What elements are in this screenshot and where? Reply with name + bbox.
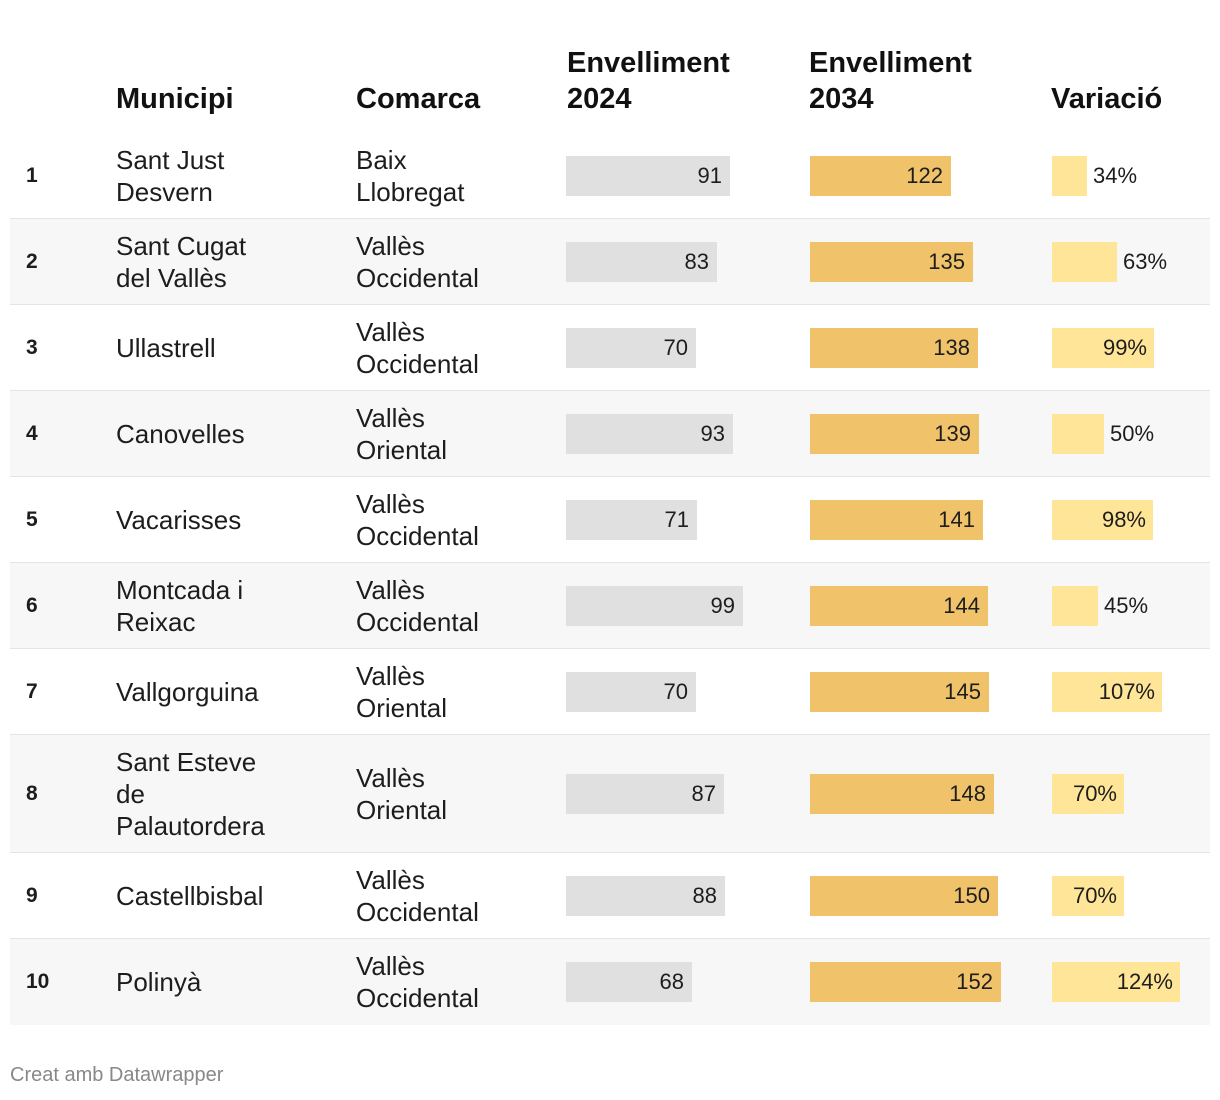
comarca-name: Vallès Oriental <box>356 403 448 465</box>
bar-variacio <box>1052 328 1154 368</box>
municipi-name: Sant Cugat del Vallès <box>116 231 247 293</box>
municipi-name: Vallgorguina <box>116 677 259 707</box>
variacio-label: 45% <box>1104 593 1149 618</box>
bar-envelliment-2024: 70 <box>566 328 696 368</box>
table-row: 8 Sant Esteve de Palautordera Vallès Orien… <box>10 735 1210 853</box>
rank-number: 10 <box>26 970 50 993</box>
bar-envelliment-2034: 152 <box>810 962 1001 1002</box>
bar-envelliment-2034: 148 <box>810 774 994 814</box>
bar-envelliment-2024: 87 <box>566 774 724 814</box>
table-row: 1 Sant Just Desvern Baix Llobregat 91 122 34% <box>10 133 1210 219</box>
header-comarca: Comarca <box>356 83 481 115</box>
comarca-name: Vallès Oriental <box>356 763 448 825</box>
bar-variacio <box>1052 586 1098 626</box>
row-divider <box>10 648 1210 649</box>
bar-envelliment-2024: 88 <box>566 876 725 916</box>
row-divider <box>10 734 1210 735</box>
rank-number: 3 <box>26 336 38 359</box>
bar-variacio <box>1052 242 1117 282</box>
comarca-name: Vallès Oriental <box>356 661 448 723</box>
table-row: 10 Polinyà Vallès Occidental 68 152 124% <box>10 939 1210 1025</box>
bar-envelliment-2034: 139 <box>810 414 979 454</box>
header-envelliment-2024: Envelliment 2024 <box>567 47 730 115</box>
bar-envelliment-2034: 122 <box>810 156 951 196</box>
bar-variacio <box>1052 962 1180 1002</box>
table-row: 5 Vacarisses Vallès Occidental 71 141 98% <box>10 477 1210 563</box>
rank-number: 4 <box>26 422 38 445</box>
table-row: 4 Canovelles Vallès Oriental 93 139 50% <box>10 391 1210 477</box>
table-row: 2 Sant Cugat del Vallès Vallès Occidental 8… <box>10 219 1210 305</box>
row-divider <box>10 218 1210 219</box>
municipi-name: Canovelles <box>116 419 245 449</box>
bar-variacio <box>1052 774 1124 814</box>
rank-number: 5 <box>26 508 38 531</box>
bar-envelliment-2034: 145 <box>810 672 989 712</box>
row-divider <box>10 852 1210 853</box>
variacio-label: 99% <box>1102 335 1147 360</box>
municipi-name: Montcada i Reixac <box>116 575 244 637</box>
variacio-label: 107% <box>1098 679 1155 704</box>
variacio-label: 124% <box>1116 969 1173 994</box>
variacio-label: 63% <box>1123 249 1168 274</box>
comarca-name: Vallès Occidental <box>356 317 479 379</box>
bar-envelliment-2024: 91 <box>566 156 730 196</box>
bar-variacio <box>1052 500 1153 540</box>
municipi-name: Ullastrell <box>116 333 216 363</box>
municipi-name: Castellbisbal <box>116 881 264 911</box>
comarca-name: Vallès Occidental <box>356 575 479 637</box>
row-divider <box>10 476 1210 477</box>
rank-number: 6 <box>26 594 38 617</box>
bar-variacio <box>1052 672 1162 712</box>
municipi-name: Vacarisses <box>116 505 242 535</box>
bar-variacio <box>1052 876 1124 916</box>
bar-envelliment-2024: 68 <box>566 962 692 1002</box>
row-divider <box>10 390 1210 391</box>
comarca-name: Baix Llobregat <box>356 145 465 207</box>
table-row: 7 Vallgorguina Vallès Oriental 70 145 107% <box>10 649 1210 735</box>
municipi-name: Sant Just Desvern <box>116 145 225 207</box>
municipi-name: Polinyà <box>116 967 202 997</box>
variacio-label: 70% <box>1072 781 1117 806</box>
bar-envelliment-2034: 138 <box>810 328 978 368</box>
row-divider <box>10 304 1210 305</box>
bar-variacio <box>1052 156 1087 196</box>
rank-number: 1 <box>26 164 38 187</box>
header-municipi: Municipi <box>116 83 234 115</box>
comarca-name: Vallès Occidental <box>356 489 479 551</box>
rank-number: 2 <box>26 250 38 273</box>
table-row: 3 Ullastrell Vallès Occidental 70 138 99% <box>10 305 1210 391</box>
bar-envelliment-2024: 70 <box>566 672 696 712</box>
bar-envelliment-2034: 135 <box>810 242 973 282</box>
rank-number: 8 <box>26 782 38 805</box>
bar-envelliment-2034: 144 <box>810 586 988 626</box>
bar-envelliment-2024: 71 <box>566 500 697 540</box>
municipi-name: Sant Esteve de Palautordera <box>116 747 265 841</box>
bar-envelliment-2024: 83 <box>566 242 717 282</box>
table-row: 6 Montcada i Reixac Vallès Occidental 99 144… <box>10 563 1210 649</box>
bar-envelliment-2034: 141 <box>810 500 983 540</box>
variacio-label: 70% <box>1072 883 1117 908</box>
rank-number: 7 <box>26 680 38 703</box>
variacio-label: 50% <box>1110 421 1155 446</box>
table-row: 9 Castellbisbal Vallès Occidental 88 150 70% <box>10 853 1210 939</box>
rank-number: 9 <box>26 884 38 907</box>
comarca-name: Vallès Occidental <box>356 865 479 927</box>
bar-envelliment-2024: 93 <box>566 414 733 454</box>
comarca-name: Vallès Occidental <box>356 951 479 1013</box>
datawrapper-credit: Creat amb Datawrapper <box>10 1064 224 1086</box>
row-divider <box>10 938 1210 939</box>
variacio-label: 98% <box>1101 507 1146 532</box>
variacio-label: 34% <box>1093 163 1138 188</box>
bar-variacio <box>1052 414 1104 454</box>
header-envelliment-2034: Envelliment 2034 <box>809 47 972 115</box>
bar-envelliment-2034: 150 <box>810 876 998 916</box>
header-variacio: Variació <box>1051 83 1163 115</box>
bar-envelliment-2024: 99 <box>566 586 743 626</box>
row-divider <box>10 562 1210 563</box>
comarca-name: Vallès Occidental <box>356 231 479 293</box>
